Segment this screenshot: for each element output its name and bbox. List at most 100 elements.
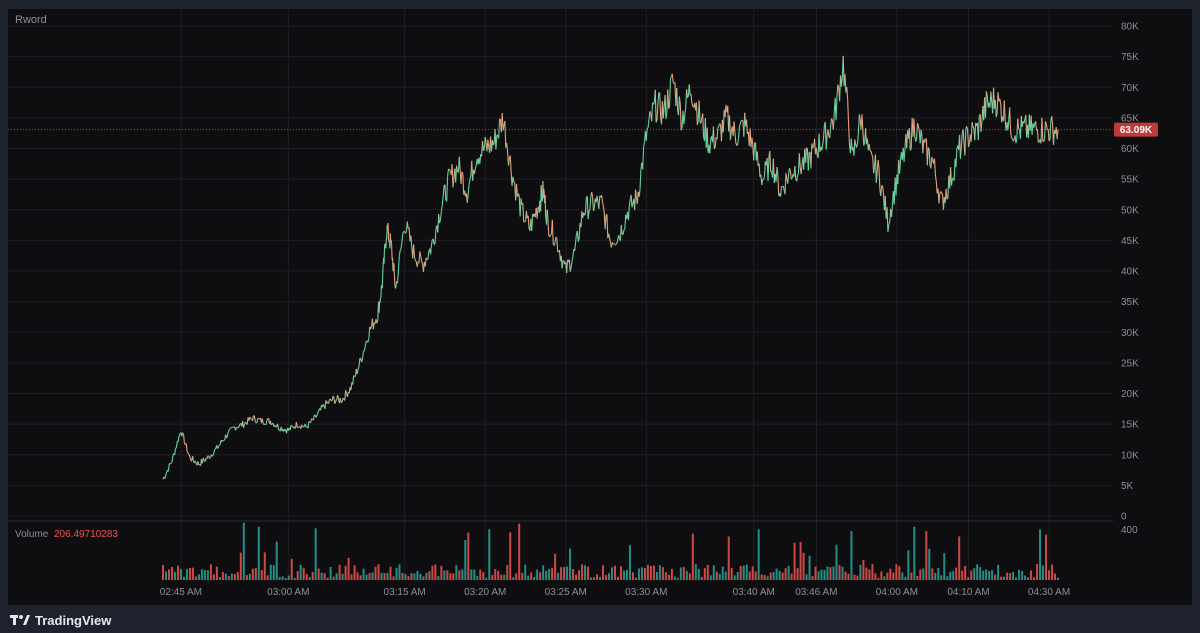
volume-bar — [673, 576, 676, 580]
volume-bar — [338, 564, 341, 580]
volume-bar — [296, 571, 299, 580]
volume-bar — [787, 565, 790, 580]
price-segment — [460, 171, 463, 185]
volume-bar — [859, 564, 862, 580]
price-line — [162, 55, 1059, 480]
price-segment — [659, 92, 662, 117]
volume-bar — [191, 567, 194, 580]
price-segment — [790, 177, 793, 180]
volume-bar — [593, 577, 596, 580]
volume-bar — [533, 577, 536, 580]
price-segment — [922, 139, 925, 154]
price-segment — [745, 119, 748, 134]
price-segment — [812, 145, 815, 149]
price-segment — [405, 230, 407, 234]
volume-bar — [982, 570, 985, 580]
volume-bar — [1012, 571, 1015, 580]
volume-bar — [658, 565, 661, 580]
price-segment — [847, 99, 850, 124]
price-segment — [214, 448, 217, 450]
volume-bar — [254, 567, 257, 580]
price-segment — [416, 261, 419, 267]
volume-label[interactable]: Volume — [15, 529, 49, 540]
price-axis[interactable]: 0 5K 10K 15K 20K 25K 30K 35K 40K 45K 50K 55K 60K 65K 7… — [1121, 22, 1139, 523]
price-segment — [654, 89, 657, 123]
symbol-label[interactable]: Rword — [15, 14, 47, 26]
price-segment — [363, 345, 366, 352]
price-segment — [924, 138, 927, 143]
chart-svg[interactable]: 0 5K 10K 15K 20K 25K 30K 35K 40K 45K 50K 55K 60K 65K 7… — [8, 9, 1192, 605]
price-segment — [311, 418, 313, 420]
volume-bar — [1054, 573, 1057, 580]
price-segment — [253, 415, 256, 421]
price-segment — [226, 435, 228, 439]
price-segment — [358, 357, 361, 367]
price-segment — [399, 248, 402, 251]
price-segment — [170, 462, 173, 464]
price-segment — [434, 228, 437, 244]
price-segment — [695, 102, 698, 125]
price-segment — [669, 78, 672, 107]
volume-bar — [832, 566, 835, 580]
brand-footer[interactable]: TradingView — [10, 609, 111, 631]
volume-bar — [419, 573, 422, 580]
price-segment — [182, 432, 185, 436]
chart-panel[interactable]: 0 5K 10K 15K 20K 25K 30K 35K 40K 45K 50K 55K 60K 65K 7… — [8, 9, 1192, 605]
volume-bar — [461, 569, 464, 580]
last-price-badge: 63.09K — [1114, 122, 1158, 137]
volume-bar — [640, 567, 643, 580]
price-segment — [442, 185, 445, 197]
volume-bar — [185, 569, 188, 580]
price-segment — [217, 446, 219, 449]
price-segment — [395, 281, 398, 289]
volume-bar — [209, 564, 212, 580]
price-segment — [401, 232, 404, 242]
price-segment — [780, 186, 782, 197]
volume-bar — [1006, 572, 1009, 580]
time-axis[interactable]: 02:45 AM 03:00 AM 03:15 AM 03:20 AM 03:25 AM… — [160, 587, 1070, 598]
price-segment — [414, 260, 417, 262]
volume-bar — [464, 540, 467, 580]
volume-bar — [796, 568, 799, 580]
price-segment — [317, 410, 320, 413]
x-tick-label: 03:25 AM — [545, 587, 587, 598]
price-segment — [561, 260, 564, 269]
price-segment — [608, 233, 611, 239]
volume-bar — [820, 569, 823, 580]
price-segment — [368, 326, 371, 339]
volume-bar — [317, 568, 320, 580]
volume-bar — [584, 565, 587, 580]
price-segment — [977, 116, 980, 140]
volume-bar — [664, 572, 667, 580]
price-segment — [397, 255, 400, 272]
price-segment — [336, 394, 339, 399]
volume-bar — [1051, 564, 1054, 580]
volume-bar — [946, 576, 949, 580]
price-segment — [928, 148, 931, 166]
price-segment — [696, 120, 699, 125]
price-segment — [915, 138, 918, 142]
price-segment — [433, 242, 436, 245]
price-segment — [1036, 129, 1039, 143]
volume-bar — [542, 565, 545, 580]
price-segment — [990, 91, 993, 102]
volume-bar — [676, 577, 679, 580]
price-segment — [481, 141, 484, 151]
volume-bar — [700, 576, 703, 580]
price-segment — [357, 366, 360, 370]
price-segment — [648, 111, 651, 120]
price-segment — [927, 147, 930, 150]
volume-bar — [470, 569, 473, 580]
volume-bar — [814, 566, 817, 580]
volume-bar — [524, 564, 527, 580]
price-segment — [1044, 121, 1047, 125]
volume-bar — [557, 572, 560, 580]
volume-bar — [631, 572, 634, 580]
volume-bar — [685, 570, 688, 580]
volume-bar — [649, 566, 652, 580]
price-segment — [807, 152, 810, 171]
price-segment — [536, 207, 539, 219]
price-segment — [933, 158, 936, 175]
volume-bar — [1021, 571, 1024, 580]
price-segment — [1037, 141, 1040, 144]
